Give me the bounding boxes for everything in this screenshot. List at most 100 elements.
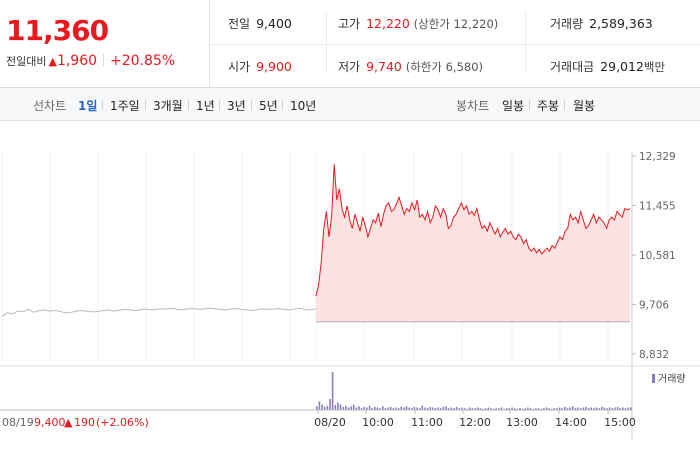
volume-bar [519, 408, 521, 410]
change-percent: +20.85% [110, 53, 176, 69]
volume-bar [582, 407, 585, 410]
x-tick-label: 13:00 [506, 416, 538, 429]
volume-bar [471, 408, 474, 410]
stat-sub: (상한가 12,220) [413, 17, 499, 31]
volume-bar [376, 407, 379, 410]
tab-10-years[interactable]: 10년 [290, 99, 317, 113]
volume-bar [619, 408, 621, 410]
volume-bar [624, 408, 627, 410]
stat-label: 저가 [338, 60, 361, 74]
stat-label: 전일 [228, 17, 251, 31]
prev-day-series [1, 307, 317, 317]
volume-legend-label: 거래량 [658, 373, 686, 385]
stats-divider [210, 44, 700, 45]
volume-bar [630, 407, 632, 410]
volume-bar [542, 408, 545, 410]
price-chart: 12,329 11,455 10,581 9,706 8,832 거래량 08/20 10… [0, 122, 700, 450]
stat-value: 9,400 [256, 16, 292, 31]
volume-bar [490, 408, 492, 410]
volume-bar [574, 408, 577, 410]
volume-bar [516, 408, 519, 410]
volume-bar [513, 408, 516, 410]
volume-bar [474, 408, 476, 410]
stat-prev-close: 전일 9,400 [228, 15, 292, 32]
volume-bar [603, 407, 606, 410]
divider [282, 100, 283, 110]
volume-bar [358, 406, 360, 410]
volume-bar [316, 406, 318, 410]
tab-weekly-candle[interactable]: 주봉 [537, 99, 560, 113]
prev-day-date: 08/19 [2, 416, 34, 429]
stats-divider [525, 12, 526, 74]
tab-1-year[interactable]: 1년 [196, 99, 215, 113]
volume-bar [498, 408, 500, 410]
volume-bar [323, 406, 326, 410]
x-tick-label: 14:00 [555, 416, 587, 429]
volume-bar [535, 408, 537, 410]
prev-day-line [1, 307, 317, 317]
volume-bar [368, 405, 371, 410]
tab-1-week[interactable]: 1주일 [110, 99, 140, 113]
divider [564, 100, 565, 110]
volume-bar [556, 408, 558, 410]
volume-bar [379, 408, 381, 410]
volume-bar [334, 405, 337, 410]
volume-bar [611, 408, 614, 410]
volume-bar [561, 408, 563, 410]
volume-bar [426, 408, 429, 410]
volume-bar [484, 408, 487, 410]
tab-5-years[interactable]: 5년 [259, 99, 278, 113]
volume-bar [527, 407, 529, 410]
volume-bar [466, 408, 468, 410]
y-tick-label: 12,329 [639, 151, 676, 163]
chart-toolbar: 선차트 1일 1주일 3개월 1년 3년 5년 10년 봉차트 일봉 주봉 월봉 [0, 88, 700, 121]
stat-sub: (하한가 6,580) [405, 60, 484, 74]
volume-bar [442, 406, 445, 410]
tab-3-months[interactable]: 3개월 [153, 99, 183, 113]
volume-bar [461, 407, 463, 410]
volume-bar [366, 407, 368, 410]
volume-bar [585, 406, 587, 410]
x-tick-label: 15:00 [604, 416, 636, 429]
volume-bar [469, 407, 471, 410]
volume-bar [616, 406, 619, 410]
tab-monthly-candle[interactable]: 월봉 [573, 99, 596, 113]
volume-bar [326, 405, 329, 410]
prev-day-percent: (+2.06%) [96, 416, 149, 429]
tab-1-day[interactable]: 1일 [78, 99, 98, 113]
volume-bar [408, 407, 410, 410]
volume-bar [411, 408, 413, 410]
today-series [315, 164, 631, 323]
volume-bar [400, 406, 402, 410]
volume-bar [434, 408, 437, 410]
volume-bar [371, 408, 373, 410]
volume-bar [345, 405, 347, 410]
volume-bar [495, 408, 497, 410]
line-chart-label: 선차트 [33, 99, 67, 113]
volume-bar [587, 408, 590, 410]
volume-bar [506, 408, 508, 410]
volume-bar [424, 407, 426, 410]
volume-bar [453, 408, 455, 410]
stat-value: 2,589,363 [589, 16, 653, 31]
tab-daily-candle[interactable]: 일봉 [502, 99, 525, 113]
stat-open: 시가 9,900 [228, 58, 292, 75]
volume-bar [397, 408, 400, 410]
tab-3-years[interactable]: 3년 [227, 99, 246, 113]
volume-bar [524, 408, 527, 410]
volume-bar [347, 407, 350, 410]
y-tick-label: 10,581 [639, 250, 676, 262]
x-axis: 08/20 10:00 11:00 12:00 13:00 14:00 15:00 [314, 410, 636, 429]
volume-bar [579, 408, 582, 410]
stat-amount: 거래대금 29,012백만 [550, 58, 665, 75]
volume-bar [350, 406, 352, 410]
volume-bar [571, 406, 574, 410]
today-area-fill [316, 164, 630, 322]
x-tick-label: 08/20 [314, 416, 346, 429]
volume-bar [622, 407, 624, 410]
volume-bar [405, 406, 408, 410]
price-box: 11,360 전일대비 ▲1,960 +20.85% [0, 0, 210, 88]
divider [219, 100, 220, 110]
x-tick-label: 10:00 [362, 416, 394, 429]
volume-bar [331, 372, 334, 410]
